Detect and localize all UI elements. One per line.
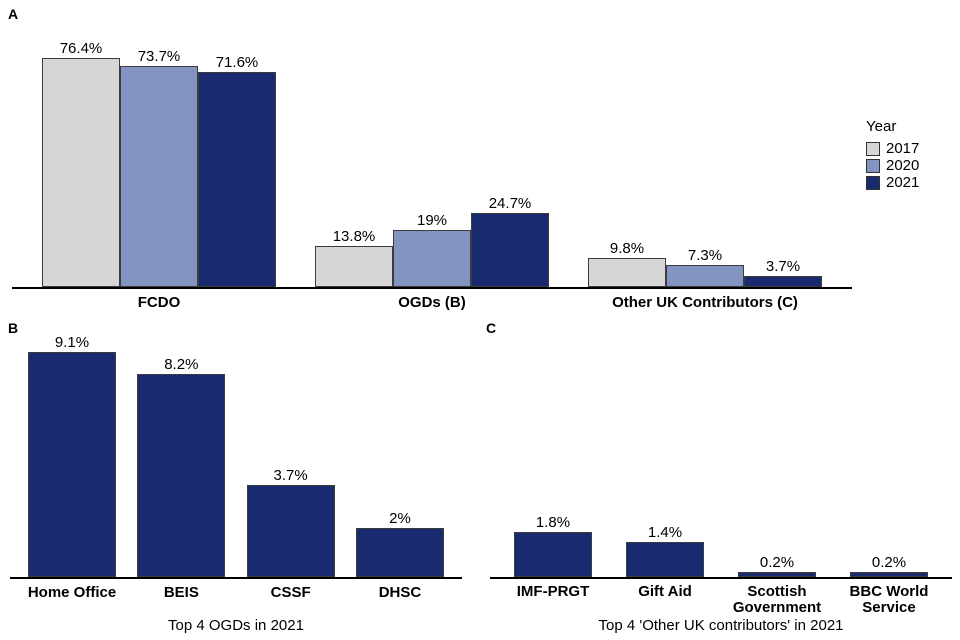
bar-and-label: 9.1% Home Office [28, 333, 116, 601]
legend-entry-label: 2017 [886, 140, 920, 157]
bar-value-label: 1.8% [535, 514, 571, 532]
panel-b-x-axis [10, 577, 462, 579]
legend-color-swatch [866, 141, 880, 156]
panel-a-label: A [8, 6, 19, 22]
category-label: Scottish Government [732, 583, 822, 616]
bar-and-label: 13.8% [315, 228, 393, 287]
bar [137, 374, 226, 577]
category-group: 9.8% 7.3% 3.7% Other UK Contributors (C) [588, 240, 822, 311]
legend-title: Year [866, 118, 897, 135]
bar [355, 527, 444, 577]
panel-a-plot: 76.4% 73.7% 71.6% FCDO 13.8% 19% 24.7% OGDs (B)… [12, 0, 852, 311]
bar-value-label: 1.4% [647, 524, 683, 542]
bar-value-label: 0.2% [759, 554, 795, 572]
bar-and-label: 0.2% Scottish Government [733, 554, 821, 615]
legend: Year 2017 2020 2021 [866, 118, 919, 191]
bar [28, 351, 116, 577]
bar [514, 532, 592, 577]
category-label: OGDs (B) [398, 294, 466, 311]
bar-and-label: 3.7% [744, 258, 822, 287]
bar-value-label: 9.1% [54, 333, 90, 351]
bar-value-label: 0.2% [871, 554, 907, 572]
legend-entry-label: 2020 [886, 157, 920, 174]
category-label: BEIS [163, 584, 199, 601]
bar [42, 57, 120, 287]
category-label: BBC World Service [849, 583, 929, 616]
panel-a-x-axis [12, 287, 852, 289]
category-label: CSSF [270, 584, 311, 601]
bar-and-label: 24.7% [471, 195, 549, 287]
category-group: 13.8% 19% 24.7% OGDs (B) [315, 195, 549, 311]
bar-and-label: 19% [393, 212, 471, 287]
bar-value-label: 19% [416, 212, 448, 229]
legend-entry-label: 2021 [886, 174, 920, 191]
bar [850, 572, 928, 577]
panel-c-caption: Top 4 'Other UK contributors' in 2021 [598, 617, 844, 634]
bar [198, 72, 276, 287]
bar-and-label: 1.4% Gift Aid [626, 524, 704, 599]
bar-value-label: 71.6% [215, 54, 259, 72]
legend-entry: 2021 [866, 174, 919, 191]
legend-color-swatch [866, 175, 880, 190]
bar [246, 485, 335, 577]
bar [588, 257, 666, 287]
bar [738, 572, 816, 577]
bar-and-label: 7.3% [666, 247, 744, 287]
bar-and-label: 3.7% CSSF [246, 467, 335, 601]
bar [393, 230, 471, 287]
bar [666, 265, 744, 287]
legend-entries: 2017 2020 2021 [866, 140, 919, 191]
bar [471, 212, 549, 287]
panel-c-label: C [486, 320, 497, 336]
panel-b-caption: Top 4 OGDs in 2021 [168, 617, 304, 634]
panel-b-plot: 9.1% Home Office 8.2% BEIS 3.7% CSSF 2% DHSC [10, 334, 462, 601]
bar-and-label: 1.8% IMF-PRGT [514, 514, 592, 599]
bar-value-label: 3.7% [765, 257, 801, 275]
panel-b-label: B [8, 320, 19, 336]
bar-value-label: 9.8% [609, 239, 645, 257]
bar-and-label: 76.4% [42, 40, 120, 287]
bar-and-label: 9.8% [588, 240, 666, 287]
panel-c-plot: 1.8% IMF-PRGT 1.4% Gift Aid 0.2% Scottish Gov… [490, 342, 952, 615]
category-label: FCDO [137, 294, 181, 311]
category-label: DHSC [378, 584, 422, 601]
bar-value-label: 2% [389, 509, 411, 527]
bar-and-label: 0.2% BBC World Service [850, 554, 929, 615]
category-label: Other UK Contributors (C) [612, 294, 798, 311]
bar-value-label: 73.7% [137, 47, 181, 65]
category-group: 76.4% 73.7% 71.6% FCDO [42, 40, 276, 311]
bar [626, 542, 704, 577]
bar-value-label: 13.8% [332, 227, 376, 245]
bar-value-label: 8.2% [164, 356, 199, 374]
bar-value-label: 24.7% [488, 194, 532, 212]
legend-entry: 2017 [866, 140, 919, 157]
legend-color-swatch [866, 158, 880, 173]
bar-and-label: 71.6% [198, 54, 276, 287]
category-label: Home Office [27, 584, 117, 601]
category-label: IMF-PRGT [516, 583, 590, 600]
bar-and-label: 2% DHSC [355, 509, 444, 601]
bar-value-label: 3.7% [273, 467, 308, 485]
bar-value-label: 76.4% [59, 39, 103, 57]
bar-and-label: 8.2% BEIS [137, 356, 226, 601]
bar [744, 275, 822, 287]
bar-value-label: 7.3% [687, 247, 723, 265]
bar [120, 65, 198, 287]
bar [315, 245, 393, 287]
category-label: Gift Aid [638, 583, 692, 600]
bar-and-label: 73.7% [120, 48, 198, 287]
legend-entry: 2020 [866, 157, 919, 174]
panel-c-x-axis [490, 577, 952, 579]
